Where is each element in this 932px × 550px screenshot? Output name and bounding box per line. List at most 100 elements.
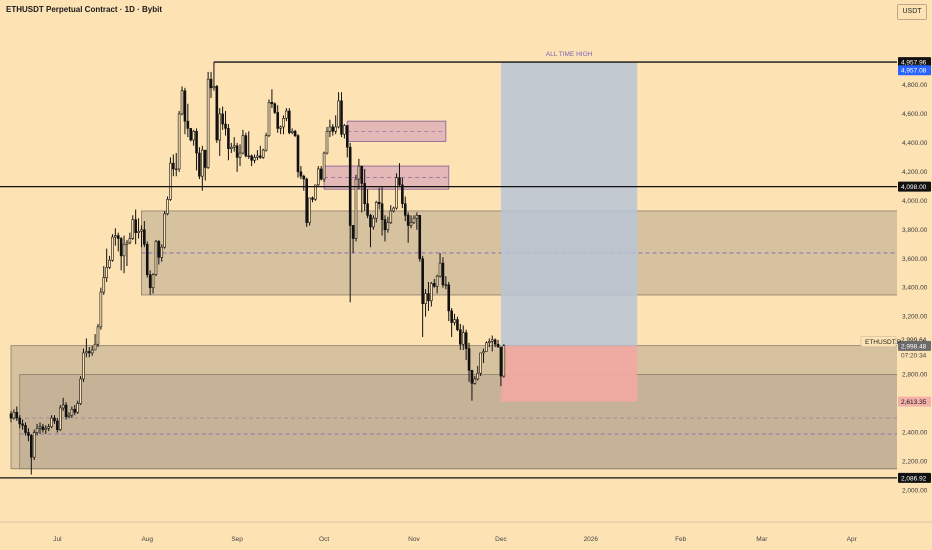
candle-body xyxy=(418,215,422,260)
candle-10 xyxy=(38,422,42,435)
candle-body xyxy=(398,177,401,186)
candle-body xyxy=(276,112,280,129)
candle-body xyxy=(21,423,24,426)
y-tick-label: 4,000.00 xyxy=(902,198,928,205)
candle-body xyxy=(273,103,277,113)
zone-2 xyxy=(19,374,897,470)
candle-body xyxy=(496,343,500,348)
x-tick-label: Jul xyxy=(53,536,62,543)
candle-body xyxy=(377,201,381,205)
candle-body xyxy=(482,351,485,354)
candle-23 xyxy=(76,400,79,414)
price-badge-4 xyxy=(898,340,931,351)
candle-body xyxy=(299,171,303,177)
candle-body xyxy=(32,432,36,458)
candle-3 xyxy=(18,415,21,429)
candle-body xyxy=(369,215,372,228)
candle-104 xyxy=(311,196,314,203)
candle-81 xyxy=(244,132,248,158)
candle-body xyxy=(322,152,326,180)
candle-body xyxy=(215,86,219,141)
candle-body xyxy=(464,332,468,349)
candle-body xyxy=(264,135,268,151)
candle-11 xyxy=(41,423,45,433)
candle-body xyxy=(450,310,453,323)
candle-4 xyxy=(21,419,24,430)
candle-137 xyxy=(406,212,410,243)
candle-68 xyxy=(206,71,210,169)
candle-body xyxy=(143,229,146,245)
candle-150 xyxy=(444,276,448,290)
candle-body xyxy=(47,426,50,429)
candle-52 xyxy=(160,244,164,262)
candle-8 xyxy=(32,429,36,461)
candle-69 xyxy=(209,71,213,98)
candle-body xyxy=(261,149,265,158)
candle-body xyxy=(125,242,129,245)
y-tick-label: 4,600.00 xyxy=(902,111,928,118)
candle-158 xyxy=(467,342,471,382)
candle-92 xyxy=(276,105,280,133)
candle-body xyxy=(366,203,369,216)
candle-body xyxy=(267,102,271,136)
candle-55 xyxy=(169,157,172,201)
candle-body xyxy=(209,78,213,89)
candle-6 xyxy=(27,428,30,442)
candle-body xyxy=(61,404,65,409)
candle-body xyxy=(314,184,317,200)
candle-124 xyxy=(369,213,372,248)
candle-body xyxy=(296,135,300,173)
candle-95 xyxy=(285,108,288,122)
candle-body xyxy=(218,113,222,141)
candle-28 xyxy=(90,345,94,356)
candle-19 xyxy=(64,402,68,420)
candle-165 xyxy=(488,338,491,348)
candle-128 xyxy=(380,186,384,236)
candle-70 xyxy=(212,62,216,91)
candle-126 xyxy=(374,200,378,223)
candle-144 xyxy=(427,281,430,311)
candle-93 xyxy=(279,125,282,135)
candle-body xyxy=(38,426,42,429)
candle-body xyxy=(319,168,323,180)
candle-151 xyxy=(447,281,451,322)
candle-50 xyxy=(154,239,158,277)
candle-body xyxy=(111,236,114,261)
candle-99 xyxy=(296,134,300,178)
candle-129 xyxy=(383,215,387,242)
candle-135 xyxy=(401,177,404,209)
candle-body xyxy=(172,162,175,170)
ath-label: ALL TIME HIGH xyxy=(546,51,593,58)
candle-67 xyxy=(203,149,207,181)
candle-90 xyxy=(270,89,274,109)
candle-body xyxy=(250,155,253,161)
candle-body xyxy=(363,183,366,205)
candle-body xyxy=(357,165,361,180)
candle-85 xyxy=(256,150,259,161)
currency-selector-button[interactable]: USDT xyxy=(897,4,927,20)
candle-body xyxy=(424,293,427,304)
candle-body xyxy=(140,229,143,232)
candle-143 xyxy=(424,289,427,317)
candle-body xyxy=(337,100,340,128)
candle-body xyxy=(354,178,358,239)
chart-title: ETHUSDT Perpetual Contract · 1D · Bybit xyxy=(6,5,163,14)
candle-159 xyxy=(470,369,474,401)
candle-body xyxy=(186,120,190,129)
candle-body xyxy=(73,409,77,413)
candle-86 xyxy=(259,145,262,159)
candle-body xyxy=(479,352,482,374)
candle-51 xyxy=(157,239,161,265)
candle-47 xyxy=(145,241,149,278)
candle-body xyxy=(380,203,384,220)
candle-body xyxy=(401,184,404,205)
candle-27 xyxy=(87,347,91,358)
candle-62 xyxy=(189,128,193,142)
candle-36 xyxy=(114,228,117,246)
candle-body xyxy=(44,427,48,430)
candle-body xyxy=(87,351,91,354)
candle-body xyxy=(227,128,230,149)
candle-body xyxy=(360,165,364,184)
